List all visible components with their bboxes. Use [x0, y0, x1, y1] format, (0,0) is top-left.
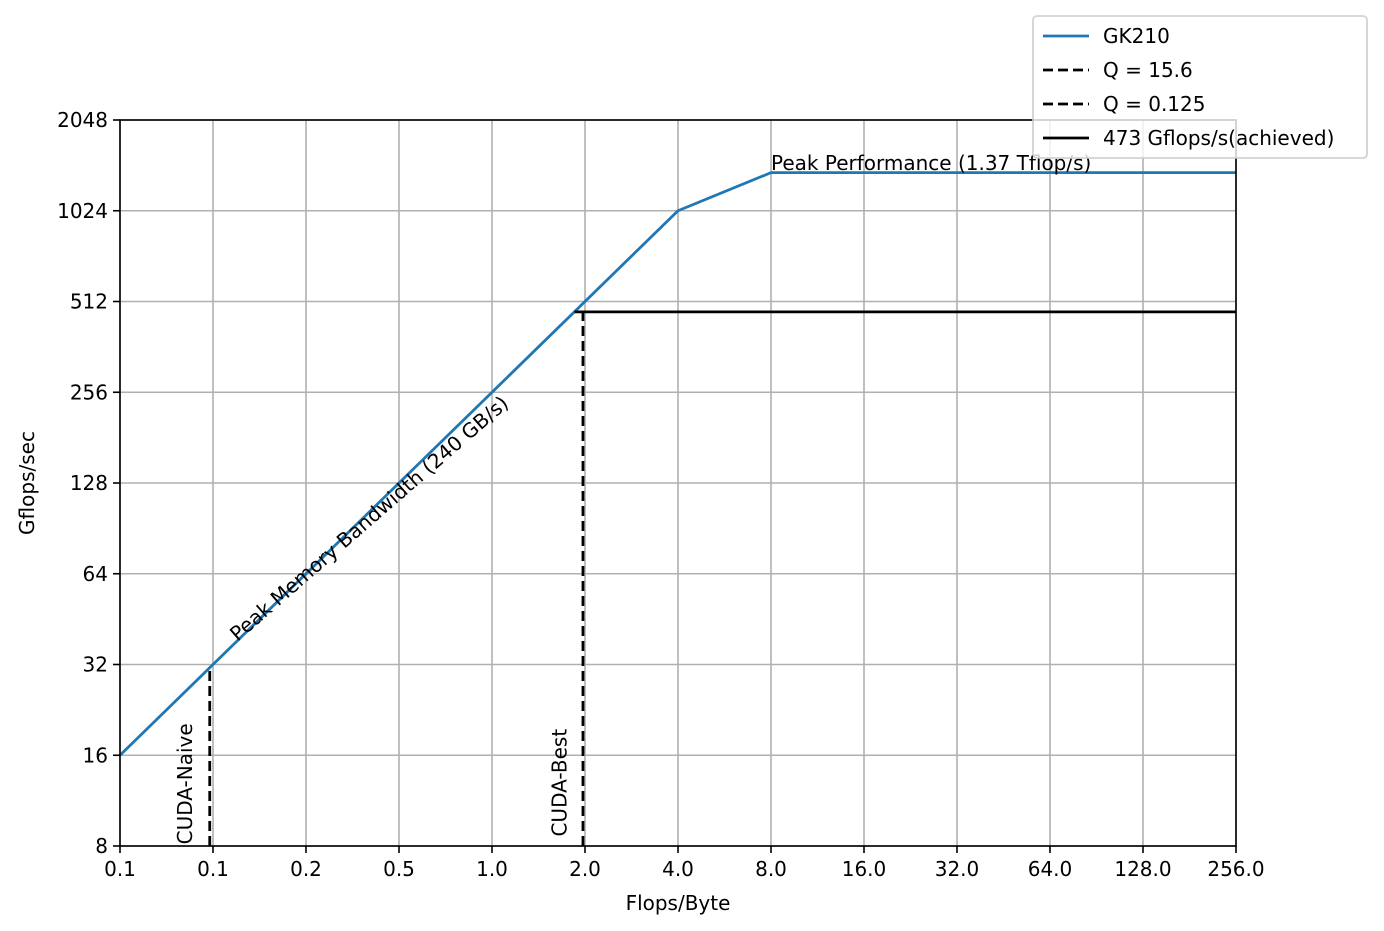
- y-tick-label: 256: [70, 380, 108, 404]
- y-tick-label: 2048: [57, 108, 108, 132]
- x-tick-label: 1.0: [476, 857, 508, 881]
- y-tick-label: 8: [95, 834, 108, 858]
- y-tick-label: 64: [83, 562, 108, 586]
- x-tick-label: 4.0: [662, 857, 694, 881]
- x-tick-label: 64.0: [1028, 857, 1073, 881]
- series-lines: [119, 171, 1236, 846]
- legend-label-1: Q = 15.6: [1103, 58, 1193, 82]
- series-line-0: [119, 171, 1236, 757]
- legend: GK210 Q = 15.6 Q = 0.125 473 Gflops/s(achie…: [1032, 15, 1368, 159]
- x-tick-label: 16.0: [842, 857, 887, 881]
- x-tick-label: 0.5: [383, 857, 415, 881]
- x-tick-label: 32.0: [935, 857, 980, 881]
- y-tick-label: 512: [70, 290, 108, 314]
- x-tick-label: 0.2: [290, 857, 322, 881]
- y-tick-label: 1024: [57, 199, 108, 223]
- legend-box: [1032, 15, 1368, 159]
- x-tick-label: 2.0: [569, 857, 601, 881]
- axis-ticks: 0.1 0.1 0.2 0.5 1.0 2.0 4.0 8.0 16.0 32.0 64.0 128.…: [57, 108, 1265, 881]
- y-tick-label: 32: [83, 653, 108, 677]
- y-axis-label: Gflops/sec: [15, 431, 39, 535]
- legend-label-3: 473 Gflops/s(achieved): [1103, 126, 1334, 150]
- x-tick-label: 128.0: [1114, 857, 1171, 881]
- x-tick-label: 0.1: [104, 857, 136, 881]
- annotation-2: CUDA-Naive: [173, 723, 197, 844]
- legend-label-0: GK210: [1103, 24, 1170, 48]
- annotation-3: CUDA-Best: [547, 729, 571, 837]
- y-tick-label: 128: [70, 471, 108, 495]
- x-tick-label: 8.0: [755, 857, 787, 881]
- y-tick-label: 16: [83, 743, 108, 767]
- x-tick-label: 256.0: [1207, 857, 1264, 881]
- x-tick-label: 0.1: [197, 857, 229, 881]
- legend-label-2: Q = 0.125: [1103, 92, 1205, 116]
- x-axis-label: Flops/Byte: [626, 891, 731, 915]
